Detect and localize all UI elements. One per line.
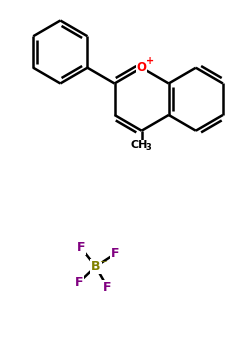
Text: O: O <box>136 61 146 74</box>
Text: −: − <box>99 256 106 265</box>
Text: +: + <box>146 56 154 66</box>
Text: F: F <box>77 241 85 254</box>
Text: F: F <box>75 276 83 289</box>
Text: F: F <box>103 281 112 294</box>
Text: B: B <box>91 260 101 273</box>
Text: CH: CH <box>130 140 148 150</box>
Text: 3: 3 <box>145 144 151 153</box>
Text: F: F <box>111 247 120 260</box>
